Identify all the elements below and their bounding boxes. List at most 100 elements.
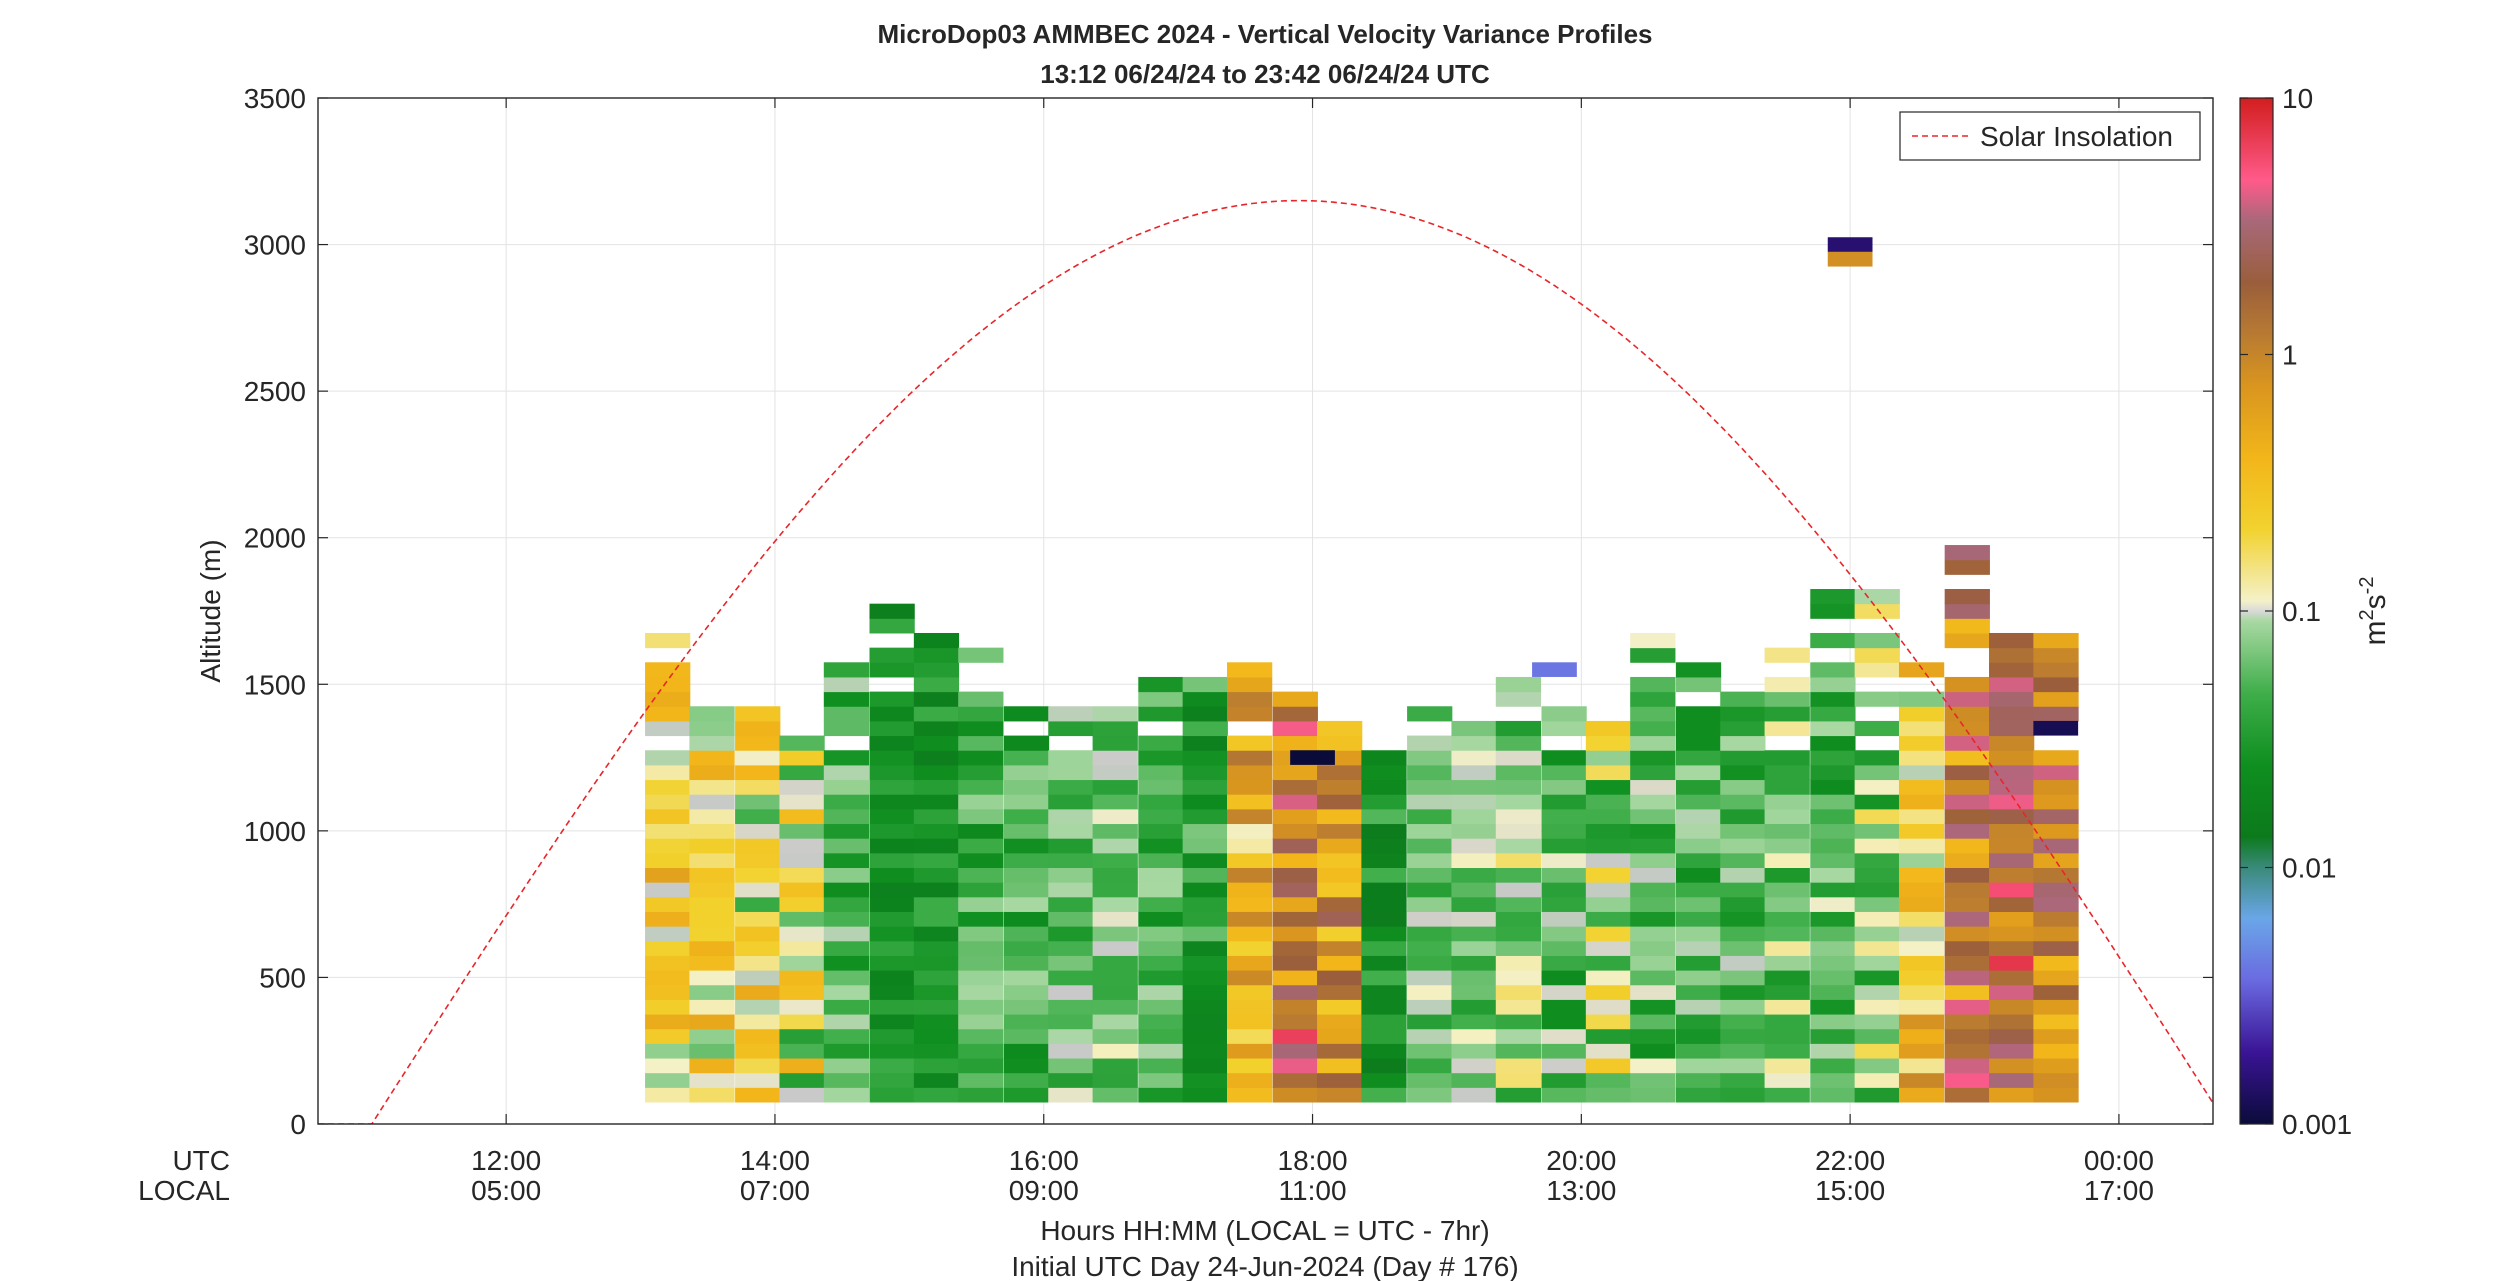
- heatmap-cell: [1989, 838, 2035, 854]
- heatmap-cell: [2033, 779, 2079, 795]
- heatmap-cell: [823, 1043, 870, 1059]
- heatmap-cell: [1854, 1087, 1900, 1103]
- heatmap-cell: [2033, 1043, 2079, 1059]
- heatmap-cell: [1944, 764, 1990, 781]
- heatmap-cell: [1048, 896, 1094, 912]
- heatmap-cell: [1675, 867, 1722, 883]
- heatmap-cell: [823, 852, 870, 868]
- heatmap-cell: [1720, 1043, 1766, 1059]
- heatmap-cell: [1495, 911, 1542, 927]
- heatmap-cell: [1092, 955, 1138, 971]
- heatmap-cell: [1495, 955, 1542, 971]
- heatmap-cell: [1226, 706, 1273, 722]
- heatmap-cell-isolated: [1532, 662, 1577, 677]
- heatmap-cell: [1898, 852, 1945, 868]
- heatmap-cell: [1675, 1014, 1722, 1030]
- heatmap-cell: [1810, 779, 1856, 795]
- heatmap-cell: [1361, 823, 1407, 839]
- heatmap-cell: [1226, 691, 1273, 707]
- heatmap-cell: [1541, 794, 1587, 810]
- heatmap-cell: [1272, 867, 1318, 883]
- heatmap-cell: [869, 1087, 915, 1103]
- heatmap-cell: [1317, 720, 1363, 737]
- heatmap-cell: [1675, 1072, 1722, 1088]
- heatmap-cell: [735, 1058, 781, 1074]
- heatmap-cell: [1854, 867, 1900, 883]
- heatmap-cell: [1541, 750, 1587, 766]
- heatmap-cell: [1317, 970, 1363, 986]
- heatmap-cell: [1764, 691, 1810, 707]
- heatmap-cell: [1451, 940, 1497, 956]
- heatmap-cell: [1989, 764, 2035, 781]
- x-tick-label-utc: 20:00: [1546, 1145, 1616, 1176]
- heatmap-cell: [1675, 720, 1722, 737]
- heatmap-cell: [1495, 750, 1542, 766]
- heatmap-cell: [1854, 764, 1900, 781]
- heatmap-cell: [1854, 1028, 1900, 1044]
- heatmap-cell: [1720, 867, 1766, 883]
- heatmap-cell: [1495, 852, 1542, 868]
- heatmap-cell: [1989, 1058, 2035, 1074]
- x-tick-label-local: 17:00: [2084, 1175, 2154, 1206]
- heatmap-cell: [1764, 823, 1810, 839]
- heatmap-cell: [1810, 1043, 1856, 1059]
- heatmap-cell: [1854, 647, 1900, 663]
- heatmap-cell: [1630, 632, 1676, 649]
- heatmap-cell: [2033, 691, 2079, 707]
- heatmap-cell: [1630, 676, 1676, 693]
- heatmap-cell: [1810, 940, 1856, 956]
- heatmap-cell: [1898, 999, 1945, 1015]
- heatmap-cell: [1361, 1058, 1407, 1074]
- heatmap-cell: [1361, 1014, 1407, 1030]
- heatmap-cell: [958, 1043, 1004, 1059]
- heatmap-cell: [2033, 1058, 2079, 1074]
- heatmap-cell: [1092, 911, 1138, 927]
- heatmap-cell: [1585, 1014, 1632, 1030]
- heatmap-cell: [1226, 926, 1273, 942]
- heatmap-cell: [1048, 911, 1094, 927]
- heatmap-cell: [1182, 838, 1228, 854]
- heatmap-cell: [1003, 911, 1050, 927]
- heatmap-cell: [1272, 896, 1318, 912]
- heatmap-cell: [779, 970, 825, 986]
- heatmap-cell: [1003, 750, 1050, 766]
- heatmap-cell: [913, 662, 960, 678]
- heatmap-cell: [1361, 955, 1407, 971]
- heatmap-cell: [1898, 691, 1945, 707]
- heatmap-cell: [689, 750, 735, 766]
- heatmap-cell: [689, 1087, 735, 1103]
- heatmap-cell: [1138, 1087, 1184, 1103]
- heatmap-cell: [1630, 1058, 1676, 1074]
- heatmap-cell: [1317, 1072, 1363, 1088]
- heatmap-cell: [1630, 1028, 1676, 1044]
- heatmap-cell: [645, 808, 691, 825]
- heatmap-cell: [1003, 779, 1050, 795]
- heatmap-cell: [1495, 838, 1542, 854]
- heatmap-cell: [1317, 735, 1363, 751]
- heatmap-cell: [735, 940, 781, 956]
- heatmap-cell: [2033, 838, 2079, 854]
- heatmap-cell: [1630, 955, 1676, 971]
- heatmap-cell: [2033, 1072, 2079, 1088]
- heatmap-cell: [2033, 999, 2079, 1015]
- heatmap-cell: [1226, 1014, 1273, 1030]
- heatmap-cell: [1495, 808, 1542, 825]
- heatmap-cell: [1541, 1072, 1587, 1088]
- heatmap-cell: [645, 926, 691, 942]
- heatmap-cell: [1675, 750, 1722, 766]
- heatmap-cell: [1810, 1028, 1856, 1044]
- heatmap-cell: [958, 735, 1004, 751]
- heatmap-cell: [779, 955, 825, 971]
- heatmap-cell: [1541, 984, 1587, 1000]
- heatmap-cell: [958, 896, 1004, 912]
- heatmap-cell: [958, 852, 1004, 868]
- heatmap-cell: [1720, 984, 1766, 1000]
- heatmap-cell: [735, 852, 781, 868]
- heatmap-cell: [958, 970, 1004, 986]
- heatmap-cell: [1810, 720, 1856, 737]
- heatmap-cell: [1944, 603, 1990, 619]
- heatmap-cell: [958, 838, 1004, 854]
- heatmap-cell: [913, 970, 960, 986]
- heatmap-cell: [823, 1058, 870, 1074]
